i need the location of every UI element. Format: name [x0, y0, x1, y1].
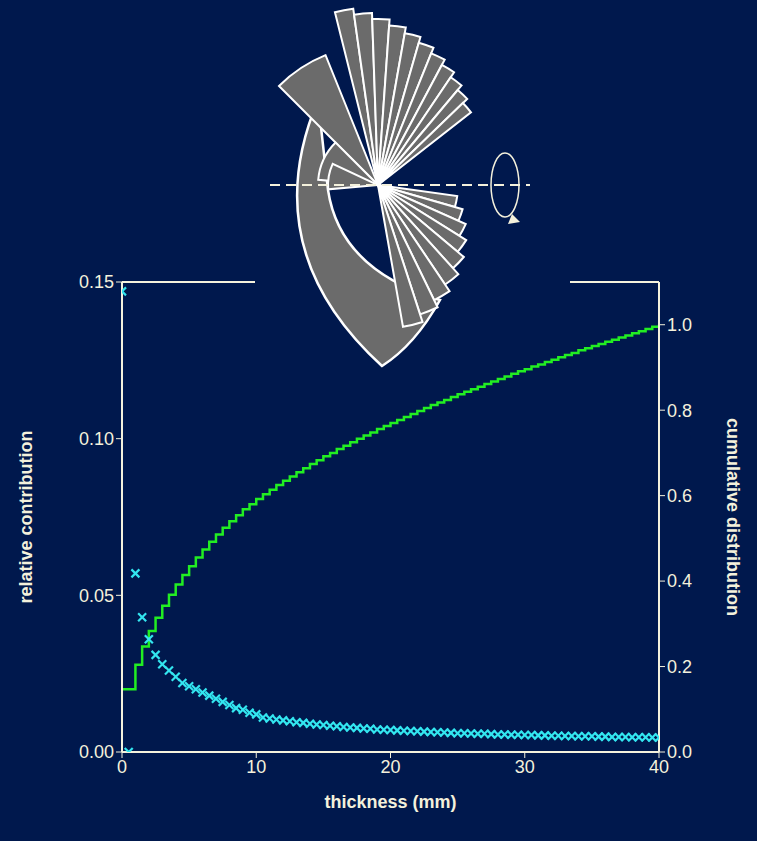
svg-text:10: 10	[246, 757, 266, 777]
svg-text:0.6: 0.6	[667, 486, 692, 506]
svg-text:relative contribution: relative contribution	[16, 430, 36, 603]
svg-text:0.00: 0.00	[79, 742, 114, 762]
svg-text:0.05: 0.05	[79, 586, 114, 606]
svg-text:thickness (mm): thickness (mm)	[324, 792, 456, 812]
svg-text:0.2: 0.2	[667, 657, 692, 677]
svg-text:cumulative distribution: cumulative distribution	[723, 418, 743, 616]
svg-text:30: 30	[515, 757, 535, 777]
svg-text:0: 0	[117, 757, 127, 777]
svg-text:0.8: 0.8	[667, 401, 692, 421]
svg-text:0.4: 0.4	[667, 571, 692, 591]
svg-text:0.10: 0.10	[79, 429, 114, 449]
svg-text:0.15: 0.15	[79, 272, 114, 292]
svg-text:40: 40	[649, 757, 669, 777]
svg-text:1.0: 1.0	[667, 315, 692, 335]
svg-text:0.0: 0.0	[667, 742, 692, 762]
svg-text:20: 20	[380, 757, 400, 777]
